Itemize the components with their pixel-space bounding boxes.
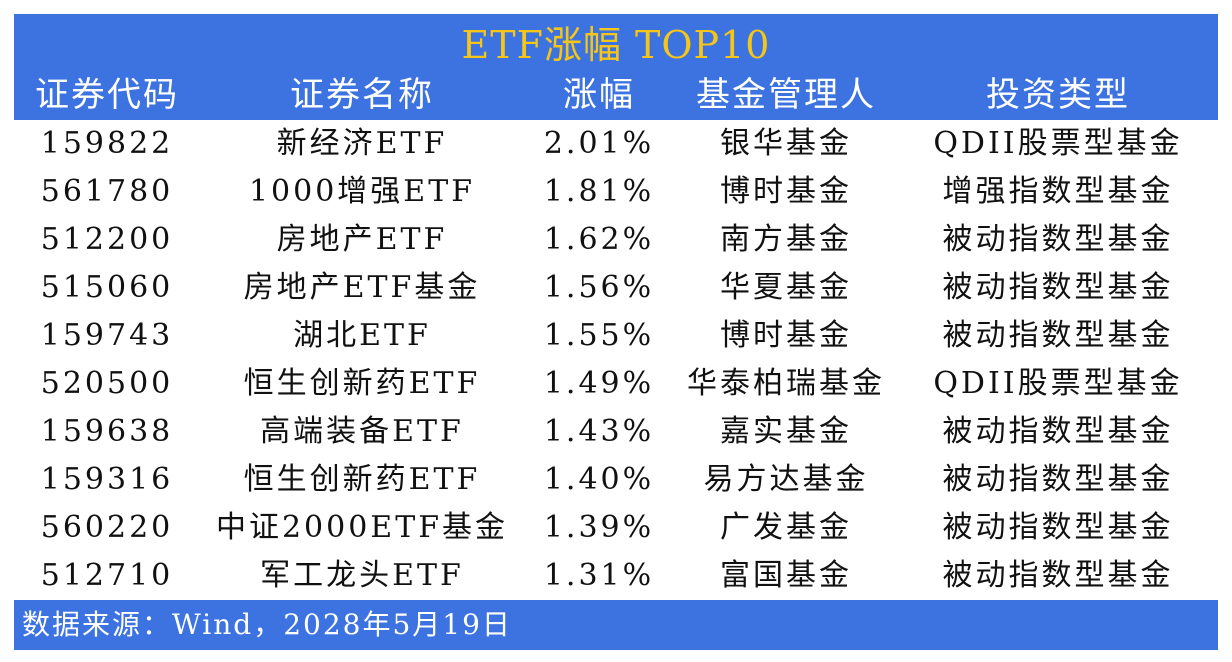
cell-change: 1.43% xyxy=(543,414,655,449)
cell-manager: 银华基金 xyxy=(720,126,852,161)
cell-type: 被动指数型基金 xyxy=(942,222,1174,257)
cell-type: 被动指数型基金 xyxy=(942,558,1174,593)
table-row: 159638 高端装备ETF 1.43% 嘉实基金 被动指数型基金 xyxy=(14,408,1218,456)
cell-code: 159822 xyxy=(40,126,174,161)
cell-code: 159743 xyxy=(40,318,174,353)
cell-name: 新经济ETF xyxy=(276,126,448,161)
cell-manager: 南方基金 xyxy=(720,222,852,257)
cell-change: 1.55% xyxy=(543,318,655,353)
cell-type: 被动指数型基金 xyxy=(942,414,1174,449)
cell-type: 被动指数型基金 xyxy=(942,318,1174,353)
cell-type: 被动指数型基金 xyxy=(942,462,1174,497)
cell-change: 2.01% xyxy=(543,126,655,161)
cell-manager: 广发基金 xyxy=(720,510,852,545)
column-header-name: 证券名称 xyxy=(290,75,434,115)
table-row: 561780 1000增强ETF 1.81% 博时基金 增强指数型基金 xyxy=(14,168,1218,216)
table-row: 520500 恒生创新药ETF 1.49% 华泰柏瑞基金 QDII股票型基金 xyxy=(14,360,1218,408)
column-header-manager: 基金管理人 xyxy=(696,75,876,115)
table-row: 560220 中证2000ETF基金 1.39% 广发基金 被动指数型基金 xyxy=(14,504,1218,552)
cell-name: 高端装备ETF xyxy=(260,414,464,449)
cell-name: 恒生创新药ETF xyxy=(243,462,481,497)
table-header-banner: ETF涨幅 TOP10 证券代码 证券名称 涨幅 基金管理人 投资类型 xyxy=(14,14,1218,120)
cell-change: 1.40% xyxy=(543,462,655,497)
cell-change: 1.56% xyxy=(543,270,655,305)
cell-type: 被动指数型基金 xyxy=(942,270,1174,305)
cell-manager: 博时基金 xyxy=(720,174,852,209)
table-footer-banner: 数据来源：Wind，2028年5月19日 xyxy=(14,600,1218,650)
table-row: 515060 房地产ETF基金 1.56% 华夏基金 被动指数型基金 xyxy=(14,264,1218,312)
data-source-note: 数据来源：Wind，2028年5月19日 xyxy=(22,608,512,641)
cell-code: 159316 xyxy=(40,462,174,497)
cell-manager: 易方达基金 xyxy=(703,462,869,497)
etf-table-figure: ETF涨幅 TOP10 证券代码 证券名称 涨幅 基金管理人 投资类型 1598… xyxy=(14,14,1218,650)
cell-code: 561780 xyxy=(40,174,174,209)
cell-manager: 华夏基金 xyxy=(720,270,852,305)
cell-name: 湖北ETF xyxy=(293,318,431,353)
cell-type: 增强指数型基金 xyxy=(942,174,1174,209)
cell-change: 1.62% xyxy=(543,222,655,257)
cell-code: 512200 xyxy=(40,222,174,257)
cell-code: 515060 xyxy=(40,270,174,305)
cell-manager: 博时基金 xyxy=(720,318,852,353)
table-row: 159743 湖北ETF 1.55% 博时基金 被动指数型基金 xyxy=(14,312,1218,360)
cell-code: 512710 xyxy=(40,558,174,593)
cell-code: 159638 xyxy=(40,414,174,449)
cell-name: 房地产ETF xyxy=(276,222,448,257)
cell-name: 1000增强ETF xyxy=(248,174,476,209)
cell-manager: 华泰柏瑞基金 xyxy=(687,366,885,401)
cell-change: 1.81% xyxy=(543,174,655,209)
cell-name: 军工龙头ETF xyxy=(260,558,464,593)
cell-code: 560220 xyxy=(40,510,174,545)
table-row: 512710 军工龙头ETF 1.31% 富国基金 被动指数型基金 xyxy=(14,552,1218,600)
cell-manager: 富国基金 xyxy=(720,558,852,593)
cell-change: 1.49% xyxy=(543,366,655,401)
cell-change: 1.39% xyxy=(543,510,655,545)
column-header-change: 涨幅 xyxy=(563,75,635,115)
cell-name: 中证2000ETF基金 xyxy=(215,510,509,545)
cell-name: 恒生创新药ETF xyxy=(243,366,481,401)
table-title: ETF涨幅 TOP10 xyxy=(461,23,771,67)
cell-type: QDII股票型基金 xyxy=(933,366,1183,401)
cell-name: 房地产ETF基金 xyxy=(243,270,481,305)
cell-manager: 嘉实基金 xyxy=(720,414,852,449)
column-header-type: 投资类型 xyxy=(986,75,1130,115)
table-row: 512200 房地产ETF 1.62% 南方基金 被动指数型基金 xyxy=(14,216,1218,264)
column-header-code: 证券代码 xyxy=(35,75,179,115)
cell-change: 1.31% xyxy=(543,558,655,593)
table-row: 159316 恒生创新药ETF 1.40% 易方达基金 被动指数型基金 xyxy=(14,456,1218,504)
table-row: 159822 新经济ETF 2.01% 银华基金 QDII股票型基金 xyxy=(14,120,1218,168)
cell-type: QDII股票型基金 xyxy=(933,126,1183,161)
cell-code: 520500 xyxy=(40,366,174,401)
cell-type: 被动指数型基金 xyxy=(942,510,1174,545)
